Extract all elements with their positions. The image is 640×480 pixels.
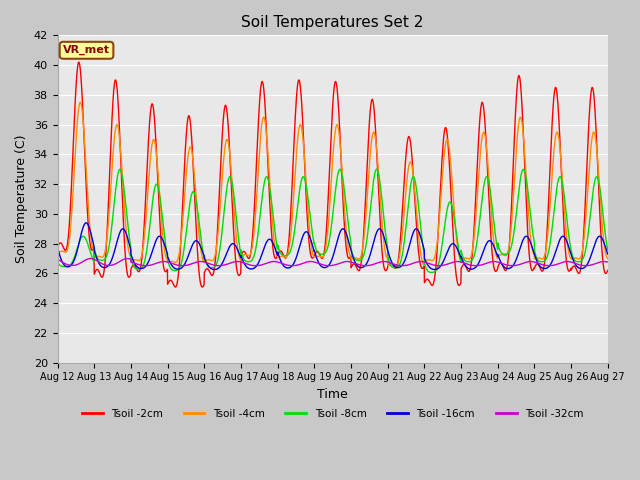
Tsoil -8cm — [149, 194, 157, 200]
Tsoil -32cm — [54, 256, 61, 262]
Tsoil -16cm — [593, 235, 601, 241]
Tsoil -32cm — [116, 258, 124, 264]
Tsoil -32cm — [593, 260, 601, 266]
Tsoil -8cm — [593, 174, 601, 180]
Legend: Tsoil -2cm, Tsoil -4cm, Tsoil -8cm, Tsoil -16cm, Tsoil -32cm: Tsoil -2cm, Tsoil -4cm, Tsoil -8cm, Tsoi… — [77, 405, 588, 423]
Tsoil -8cm — [265, 179, 273, 185]
Tsoil -8cm — [534, 257, 542, 263]
Line: Tsoil -8cm: Tsoil -8cm — [58, 169, 608, 273]
Tsoil -16cm — [83, 220, 90, 226]
Tsoil -4cm — [604, 256, 612, 262]
Tsoil -32cm — [149, 262, 157, 267]
Tsoil -4cm — [593, 152, 601, 158]
Tsoil -8cm — [289, 240, 296, 246]
Tsoil -32cm — [86, 256, 94, 262]
Tsoil -2cm — [116, 150, 124, 156]
Tsoil -2cm — [265, 181, 273, 187]
Tsoil -16cm — [534, 260, 542, 266]
Tsoil -8cm — [116, 167, 124, 172]
Tsoil -16cm — [265, 237, 273, 242]
Line: Tsoil -32cm: Tsoil -32cm — [58, 259, 608, 265]
Tsoil -16cm — [54, 244, 61, 250]
Tsoil -32cm — [534, 260, 541, 266]
Tsoil -2cm — [604, 267, 612, 273]
Tsoil -8cm — [54, 259, 61, 265]
Text: VR_met: VR_met — [63, 45, 110, 55]
Tsoil -2cm — [534, 261, 542, 267]
Tsoil -8cm — [604, 247, 612, 252]
Tsoil -32cm — [582, 263, 589, 268]
Tsoil -32cm — [604, 259, 612, 265]
Tsoil -4cm — [116, 146, 124, 152]
Tsoil -4cm — [76, 99, 84, 105]
Tsoil -2cm — [149, 104, 157, 109]
Tsoil -2cm — [289, 169, 296, 175]
Tsoil -4cm — [392, 263, 399, 269]
Tsoil -8cm — [116, 167, 124, 172]
Tsoil -4cm — [54, 249, 61, 255]
Title: Soil Temperatures Set 2: Soil Temperatures Set 2 — [241, 15, 424, 30]
Tsoil -2cm — [593, 152, 601, 158]
Tsoil -4cm — [534, 255, 542, 261]
Line: Tsoil -16cm: Tsoil -16cm — [58, 223, 608, 270]
Tsoil -32cm — [289, 263, 296, 268]
Tsoil -4cm — [289, 210, 296, 216]
Line: Tsoil -2cm: Tsoil -2cm — [58, 62, 608, 287]
Tsoil -16cm — [604, 251, 612, 257]
Tsoil -2cm — [198, 284, 206, 290]
Tsoil -8cm — [428, 270, 435, 276]
Tsoil -32cm — [265, 260, 273, 265]
Y-axis label: Soil Temperature (C): Soil Temperature (C) — [15, 135, 28, 263]
Tsoil -16cm — [149, 246, 157, 252]
Tsoil -16cm — [116, 228, 124, 234]
Tsoil -16cm — [211, 267, 218, 273]
X-axis label: Time: Time — [317, 388, 348, 401]
Tsoil -4cm — [265, 162, 273, 168]
Tsoil -4cm — [149, 137, 157, 143]
Tsoil -16cm — [289, 262, 296, 268]
Tsoil -2cm — [54, 244, 61, 250]
Line: Tsoil -4cm: Tsoil -4cm — [58, 102, 608, 266]
Tsoil -2cm — [75, 59, 83, 65]
